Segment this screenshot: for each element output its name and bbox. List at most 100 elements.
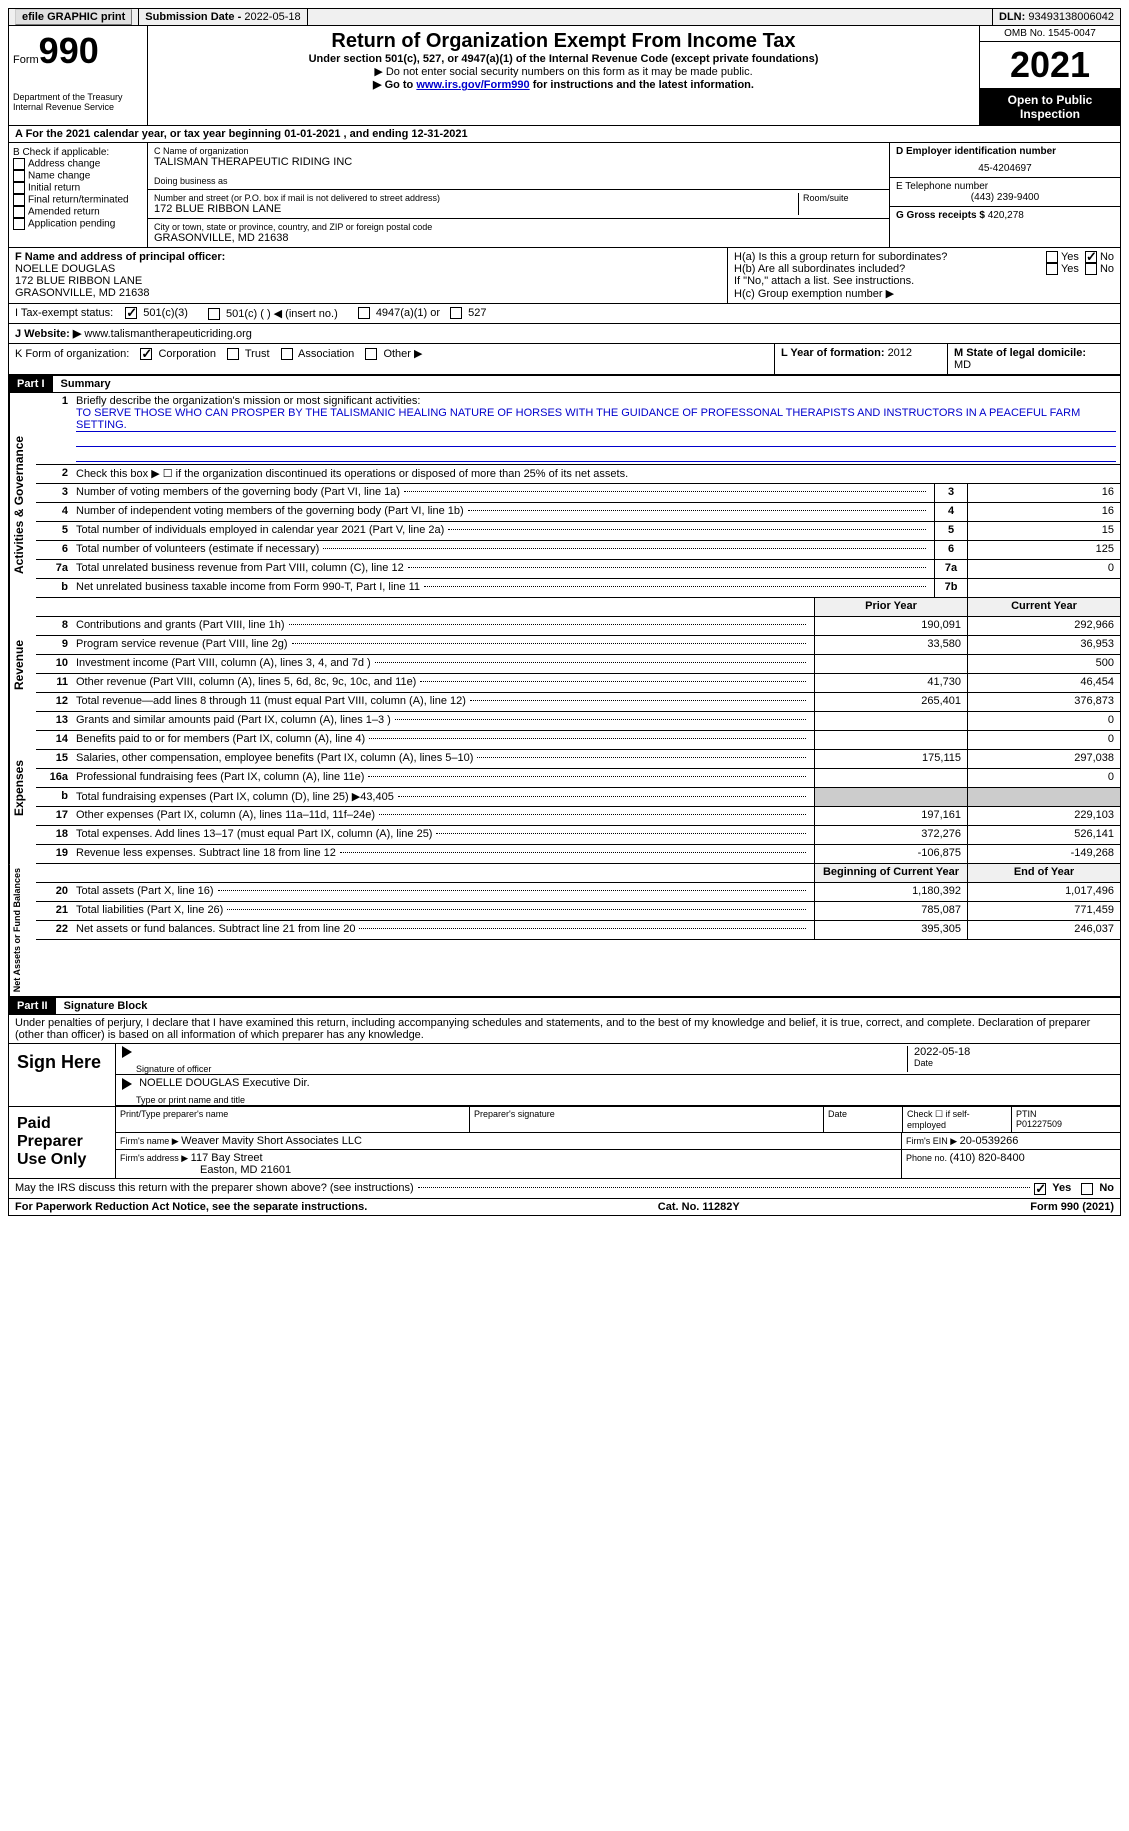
col-c: C Name of organization TALISMAN THERAPEU… <box>148 143 889 247</box>
tax-year: 2021 <box>980 42 1120 89</box>
org-name-label: C Name of organization <box>154 146 883 156</box>
hb-no[interactable]: No <box>1085 263 1114 275</box>
form-title: Return of Organization Exempt From Incom… <box>152 30 975 53</box>
gross-label: G Gross receipts $ <box>896 210 988 221</box>
note-ssn: ▶ Do not enter social security numbers o… <box>152 65 975 78</box>
part1-title: Summary <box>53 378 111 390</box>
hb-note: If "No," attach a list. See instructions… <box>734 275 1114 287</box>
table-row: 15Salaries, other compensation, employee… <box>36 750 1120 769</box>
expenses-section: Expenses 13Grants and similar amounts pa… <box>8 712 1121 864</box>
dba-label: Doing business as <box>154 176 883 186</box>
chk-initial[interactable]: Initial return <box>13 182 143 194</box>
f-addr1: 172 BLUE RIBBON LANE <box>15 275 721 287</box>
discuss-yes[interactable]: Yes <box>1034 1182 1071 1194</box>
chk-address[interactable]: Address change <box>13 158 143 170</box>
chk-amended[interactable]: Amended return <box>13 206 143 218</box>
col-b: B Check if applicable: Address change Na… <box>9 143 148 247</box>
chk-other[interactable]: Other ▶ <box>365 348 422 360</box>
table-row: 21Total liabilities (Part X, line 26)785… <box>36 902 1120 921</box>
hb-label: H(b) Are all subordinates included? <box>734 263 1046 275</box>
hb-yes[interactable]: Yes <box>1046 263 1079 275</box>
i-label: I Tax-exempt status: <box>15 307 113 320</box>
part2-title: Signature Block <box>56 1000 148 1012</box>
line2: Check this box ▶ ☐ if the organization d… <box>72 465 1120 483</box>
activities-governance: Activities & Governance 1 Briefly descri… <box>8 393 1121 617</box>
subtitle: Under section 501(c), 527, or 4947(a)(1)… <box>152 53 975 65</box>
table-row: 10Investment income (Part VIII, column (… <box>36 655 1120 674</box>
org-name: TALISMAN THERAPEUTIC RIDING INC <box>154 156 883 168</box>
room-label: Room/suite <box>803 193 883 203</box>
chk-501c[interactable]: 501(c) ( ) ◀ (insert no.) <box>208 307 338 320</box>
phone: (443) 239-9400 <box>896 192 1114 203</box>
chk-name[interactable]: Name change <box>13 170 143 182</box>
chk-4947[interactable]: 4947(a)(1) or <box>358 307 440 320</box>
table-row: 20Total assets (Part X, line 16)1,180,39… <box>36 883 1120 902</box>
part2-num: Part II <box>9 998 56 1014</box>
arrow-icon <box>122 1078 132 1090</box>
chk-pending[interactable]: Application pending <box>13 218 143 230</box>
efile-btn[interactable]: efile GRAPHIC print <box>9 9 139 25</box>
table-row: 6Total number of volunteers (estimate if… <box>36 541 1120 560</box>
table-row: 9Program service revenue (Part VIII, lin… <box>36 636 1120 655</box>
discuss-no[interactable]: No <box>1081 1182 1114 1194</box>
addr: 172 BLUE RIBBON LANE <box>154 203 798 215</box>
hc-label: H(c) Group exemption number ▶ <box>734 287 1114 300</box>
prep-h1: Print/Type preparer's name <box>116 1107 470 1132</box>
irs-link[interactable]: www.irs.gov/Form990 <box>416 79 529 91</box>
side-ag: Activities & Governance <box>9 393 36 617</box>
f-addr2: GRASONVILLE, MD 21638 <box>15 287 721 299</box>
paid-preparer-section: Paid Preparer Use Only Print/Type prepar… <box>8 1107 1121 1179</box>
mission-text: TO SERVE THOSE WHO CAN PROSPER BY THE TA… <box>76 407 1116 432</box>
phone-label: E Telephone number <box>896 181 1114 192</box>
chk-trust[interactable]: Trust <box>227 348 270 360</box>
website[interactable]: www.talismantherapeuticriding.org <box>84 328 252 340</box>
table-row: 5Total number of individuals employed in… <box>36 522 1120 541</box>
gross: 420,278 <box>988 210 1024 221</box>
ha-yes[interactable]: Yes <box>1046 251 1079 263</box>
table-row: 13Grants and similar amounts paid (Part … <box>36 712 1120 731</box>
table-row: 18Total expenses. Add lines 13–17 (must … <box>36 826 1120 845</box>
sign-here-label: Sign Here <box>9 1044 116 1106</box>
discuss-row: May the IRS discuss this return with the… <box>8 1179 1121 1198</box>
ha-no[interactable]: No <box>1085 251 1114 263</box>
table-row: 4Number of independent voting members of… <box>36 503 1120 522</box>
form-label: Form <box>13 54 39 66</box>
form-number: 990 <box>39 30 99 71</box>
hdr-prior: Prior Year <box>814 598 967 616</box>
f-name: NOELLE DOUGLAS <box>15 263 721 275</box>
table-row: 17Other expenses (Part IX, column (A), l… <box>36 807 1120 826</box>
footer-mid: Cat. No. 11282Y <box>658 1201 740 1213</box>
row-m: M State of legal domicile: MD <box>948 344 1120 374</box>
chk-527[interactable]: 527 <box>450 307 486 320</box>
arrow-icon <box>122 1046 132 1058</box>
part1-num: Part I <box>9 376 53 392</box>
part1-bar: Part I Summary <box>8 375 1121 393</box>
chk-assoc[interactable]: Association <box>281 348 355 360</box>
ein-label: D Employer identification number <box>896 146 1114 157</box>
chk-corp[interactable]: Corporation <box>140 348 216 360</box>
na-hdr-prior: Beginning of Current Year <box>814 864 967 882</box>
table-row: 8Contributions and grants (Part VIII, li… <box>36 617 1120 636</box>
ein: 45-4204697 <box>896 157 1114 174</box>
city: GRASONVILLE, MD 21638 <box>154 232 883 244</box>
row-j: J Website: ▶ www.talismantherapeuticridi… <box>8 324 1121 344</box>
table-row: 11Other revenue (Part VIII, column (A), … <box>36 674 1120 693</box>
netassets-section: Net Assets or Fund Balances Beginning of… <box>8 864 1121 997</box>
k-label: K Form of organization: <box>15 348 129 360</box>
side-na: Net Assets or Fund Balances <box>9 864 36 996</box>
prep-h5: PTINP01227509 <box>1012 1107 1120 1132</box>
mission-label: Briefly describe the organization's miss… <box>76 395 420 407</box>
submission-date: Submission Date - 2022-05-18 <box>139 9 307 25</box>
table-row: 16aProfessional fundraising fees (Part I… <box>36 769 1120 788</box>
chk-501c3[interactable]: 501(c)(3) <box>125 307 188 320</box>
prep-h2: Preparer's signature <box>470 1107 824 1132</box>
paid-label: Paid Preparer Use Only <box>9 1107 116 1178</box>
footer: For Paperwork Reduction Act Notice, see … <box>8 1199 1121 1216</box>
j-label: J Website: ▶ <box>15 328 81 340</box>
chk-final[interactable]: Final return/terminated <box>13 194 143 206</box>
na-hdr-curr: End of Year <box>967 864 1120 882</box>
officer-name: NOELLE DOUGLAS Executive Dir. <box>139 1077 310 1089</box>
sig-label: Signature of officer <box>136 1064 211 1074</box>
side-rev: Revenue <box>9 617 36 712</box>
date-label: Date <box>914 1058 1114 1068</box>
